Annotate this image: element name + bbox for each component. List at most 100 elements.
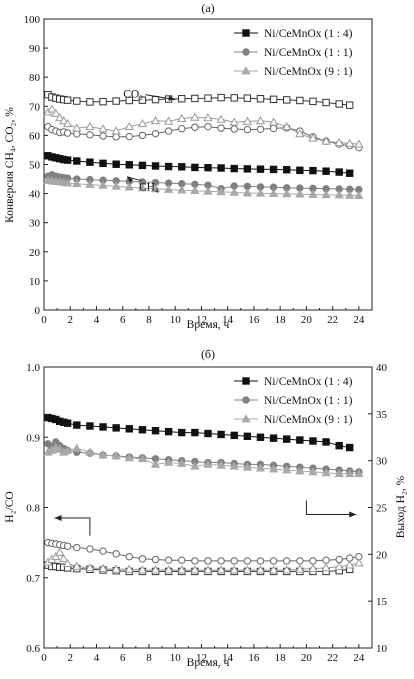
panel-a-ylabel: Конверсия CH₄, CO₂, %	[4, 107, 16, 223]
legend-marker	[242, 377, 250, 385]
x-tick-label: 16	[248, 314, 260, 326]
data-point	[282, 565, 292, 574]
y-tick-label: 90	[29, 43, 41, 55]
data-point	[163, 565, 174, 574]
y-tick-label: 1.0	[26, 362, 40, 374]
legend-marker	[241, 66, 251, 75]
data-point	[204, 94, 212, 102]
data-point	[309, 97, 317, 106]
data-point	[321, 468, 331, 477]
left-axis-arrowhead	[54, 515, 62, 522]
data-point	[243, 94, 252, 102]
data-point	[163, 184, 174, 193]
data-point	[62, 178, 73, 187]
data-point	[72, 561, 82, 570]
data-point	[177, 113, 187, 122]
x-tick-label: 4	[94, 314, 100, 326]
x-tick-label: 0	[41, 652, 47, 664]
x-tick-label: 12	[196, 314, 207, 326]
data-point	[283, 96, 291, 104]
data-point	[322, 167, 330, 175]
data-point	[256, 433, 265, 441]
data-point	[111, 181, 121, 190]
x-tick-label: 0	[41, 314, 47, 326]
data-point	[112, 133, 120, 141]
data-point	[255, 463, 266, 472]
data-point	[230, 557, 238, 565]
data-point	[137, 118, 148, 128]
x-tick-label: 18	[275, 652, 287, 664]
data-point	[55, 547, 65, 556]
data-point	[345, 190, 355, 199]
data-point	[124, 453, 134, 462]
x-tick-label: 8	[146, 314, 152, 326]
y-tick-label: 80	[29, 72, 41, 84]
data-point	[191, 557, 199, 565]
left-axis-arrow	[54, 517, 91, 536]
data-point	[125, 96, 133, 105]
x-tick-label: 24	[353, 314, 365, 326]
data-point	[269, 557, 278, 565]
data-point	[255, 565, 266, 574]
data-point	[98, 563, 108, 572]
data-point	[282, 465, 292, 474]
data-point	[296, 557, 304, 565]
legend-marker	[241, 414, 251, 423]
data-point	[217, 557, 225, 565]
y-right-tick-label: 40	[376, 362, 388, 374]
right-axis-arrow	[305, 500, 357, 516]
data-point	[242, 116, 253, 125]
data-point	[308, 189, 318, 198]
y-tick-label: 100	[24, 14, 41, 26]
data-point	[111, 126, 121, 135]
data-point	[334, 190, 344, 199]
data-point	[164, 556, 173, 564]
panel-b-ylabel-right: Выход H₂, %	[395, 475, 407, 538]
data-point	[321, 189, 331, 199]
ch4-arrowhead	[126, 176, 133, 183]
data-point	[243, 125, 252, 134]
data-point	[216, 565, 226, 574]
data-point	[204, 122, 212, 131]
data-point	[242, 565, 253, 574]
legend-label: Ni/CeMnOx (1 : 4)	[264, 376, 353, 388]
data-point	[243, 432, 252, 441]
data-point	[125, 161, 133, 169]
data-point	[309, 557, 317, 565]
data-point	[190, 185, 200, 195]
data-point	[335, 168, 343, 176]
data-point	[63, 129, 72, 137]
x-tick-label: 2	[67, 314, 73, 326]
x-tick-label: 20	[301, 652, 313, 664]
data-point	[125, 552, 133, 561]
series-2	[44, 170, 363, 194]
data-point	[112, 160, 120, 168]
y-tick-label: 30	[29, 218, 41, 230]
data-point	[217, 164, 225, 172]
data-point	[345, 560, 355, 569]
data-point	[63, 419, 72, 427]
data-point	[334, 561, 344, 570]
data-point	[190, 565, 200, 574]
data-point	[203, 459, 213, 468]
data-point	[86, 131, 94, 139]
data-point	[137, 183, 148, 192]
data-point	[295, 564, 305, 573]
data-point	[269, 165, 278, 174]
data-point	[177, 458, 187, 467]
data-point	[321, 563, 331, 572]
panel-a-label: (а)	[201, 1, 214, 15]
data-point	[204, 429, 212, 438]
data-point	[138, 96, 147, 104]
panel-b-annotations	[54, 500, 357, 536]
data-point	[62, 558, 73, 568]
data-point	[191, 123, 199, 131]
y-tick-label: 0.8	[26, 503, 40, 515]
data-point	[354, 139, 364, 148]
data-point	[322, 438, 330, 446]
data-point	[51, 551, 61, 561]
data-point	[164, 427, 173, 436]
data-point	[283, 435, 291, 443]
data-point	[296, 166, 304, 175]
panel-b-ylabel-left: H₂/CO	[4, 491, 16, 523]
